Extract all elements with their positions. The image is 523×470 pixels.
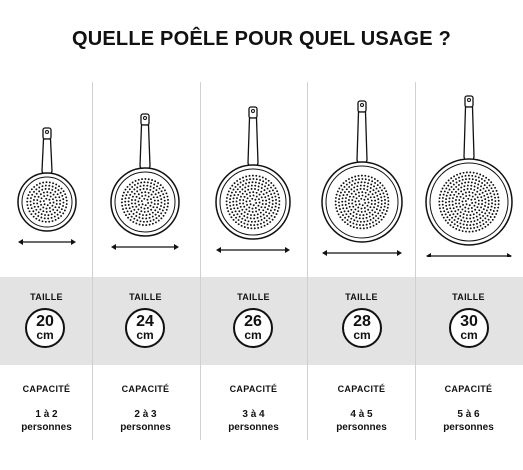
size-badge: 24 cm (125, 308, 165, 348)
capacity-value: 4 à 5 (350, 409, 373, 420)
capacity-label: CAPACITÉ (22, 384, 71, 394)
capacity-unit: personnes (336, 422, 387, 433)
size-label: TAILLE (452, 292, 485, 302)
size-badge: 26 cm (233, 308, 273, 348)
size-badge: 30 cm (449, 308, 489, 348)
pan-dot-pattern (120, 177, 170, 227)
double-arrow-icon (216, 247, 290, 253)
double-arrow-icon (18, 239, 76, 245)
size-badge: 20 cm (25, 308, 65, 348)
size-value: 26 (244, 313, 262, 330)
size-label: TAILLE (129, 292, 162, 302)
capacity-value: 5 à 6 (457, 409, 480, 420)
capacity-label: CAPACITÉ (444, 384, 493, 394)
size-unit: cm (36, 328, 54, 342)
pan-body (321, 161, 403, 243)
pan-dot-pattern (225, 174, 281, 230)
pan-column-20: TAILLE 20 cm CAPACITÉ 1 à 2 personnes (0, 82, 99, 442)
column-divider (307, 82, 308, 440)
frying-pan-icon (215, 106, 291, 253)
size-unit: cm (244, 328, 262, 342)
pan-handle (247, 106, 259, 170)
frying-pan-icon (110, 113, 180, 250)
capacity-text: 2 à 3 personnes (93, 408, 198, 434)
capacity-value: 1 à 2 (35, 409, 58, 420)
capacity-label: CAPACITÉ (229, 384, 278, 394)
pan-dot-pattern (334, 174, 390, 230)
frying-pan-icon (425, 95, 513, 257)
pan-column-30: TAILLE 30 cm CAPACITÉ 5 à 6 personnes (416, 82, 521, 442)
pan-column-24: TAILLE 24 cm CAPACITÉ 2 à 3 personnes (93, 82, 198, 442)
size-value: 28 (353, 313, 371, 330)
size-badge: 28 cm (342, 308, 382, 348)
column-divider (415, 82, 416, 440)
capacity-unit: personnes (443, 422, 494, 433)
double-arrow-icon (426, 253, 512, 257)
capacity-value: 2 à 3 (134, 409, 157, 420)
pan-handle (139, 113, 151, 173)
double-arrow-icon (322, 250, 402, 256)
column-divider (200, 82, 201, 440)
frying-pan-icon (321, 100, 403, 256)
capacity-label: CAPACITÉ (337, 384, 386, 394)
pan-column-28: TAILLE 28 cm CAPACITÉ 4 à 5 personnes (309, 82, 414, 442)
pan-handle (463, 95, 475, 164)
size-unit: cm (460, 328, 478, 342)
size-label: TAILLE (345, 292, 378, 302)
pan-dot-pattern (26, 181, 68, 223)
size-value: 20 (36, 313, 54, 330)
capacity-unit: personnes (228, 422, 279, 433)
capacity-unit: personnes (21, 422, 72, 433)
size-value: 30 (460, 313, 478, 330)
pan-handle (356, 100, 368, 167)
pan-column-26: TAILLE 26 cm CAPACITÉ 3 à 4 personnes (201, 82, 306, 442)
size-value: 24 (136, 313, 154, 330)
capacity-label: CAPACITÉ (121, 384, 170, 394)
size-label: TAILLE (30, 292, 63, 302)
capacity-value: 3 à 4 (242, 409, 265, 420)
capacity-text: 1 à 2 personnes (0, 408, 99, 434)
column-divider (92, 82, 93, 440)
frying-pan-icon (17, 127, 77, 245)
capacity-text: 4 à 5 personnes (309, 408, 414, 434)
double-arrow-icon (111, 244, 179, 250)
size-label: TAILLE (237, 292, 270, 302)
page-title: QUELLE POÊLE POUR QUEL USAGE ? (71, 28, 451, 50)
size-unit: cm (353, 328, 371, 342)
capacity-text: 5 à 6 personnes (416, 408, 521, 434)
capacity-text: 3 à 4 personnes (201, 408, 306, 434)
pan-handle (41, 127, 53, 178)
size-unit: cm (136, 328, 154, 342)
capacity-unit: personnes (120, 422, 171, 433)
pan-dot-pattern (438, 171, 500, 233)
